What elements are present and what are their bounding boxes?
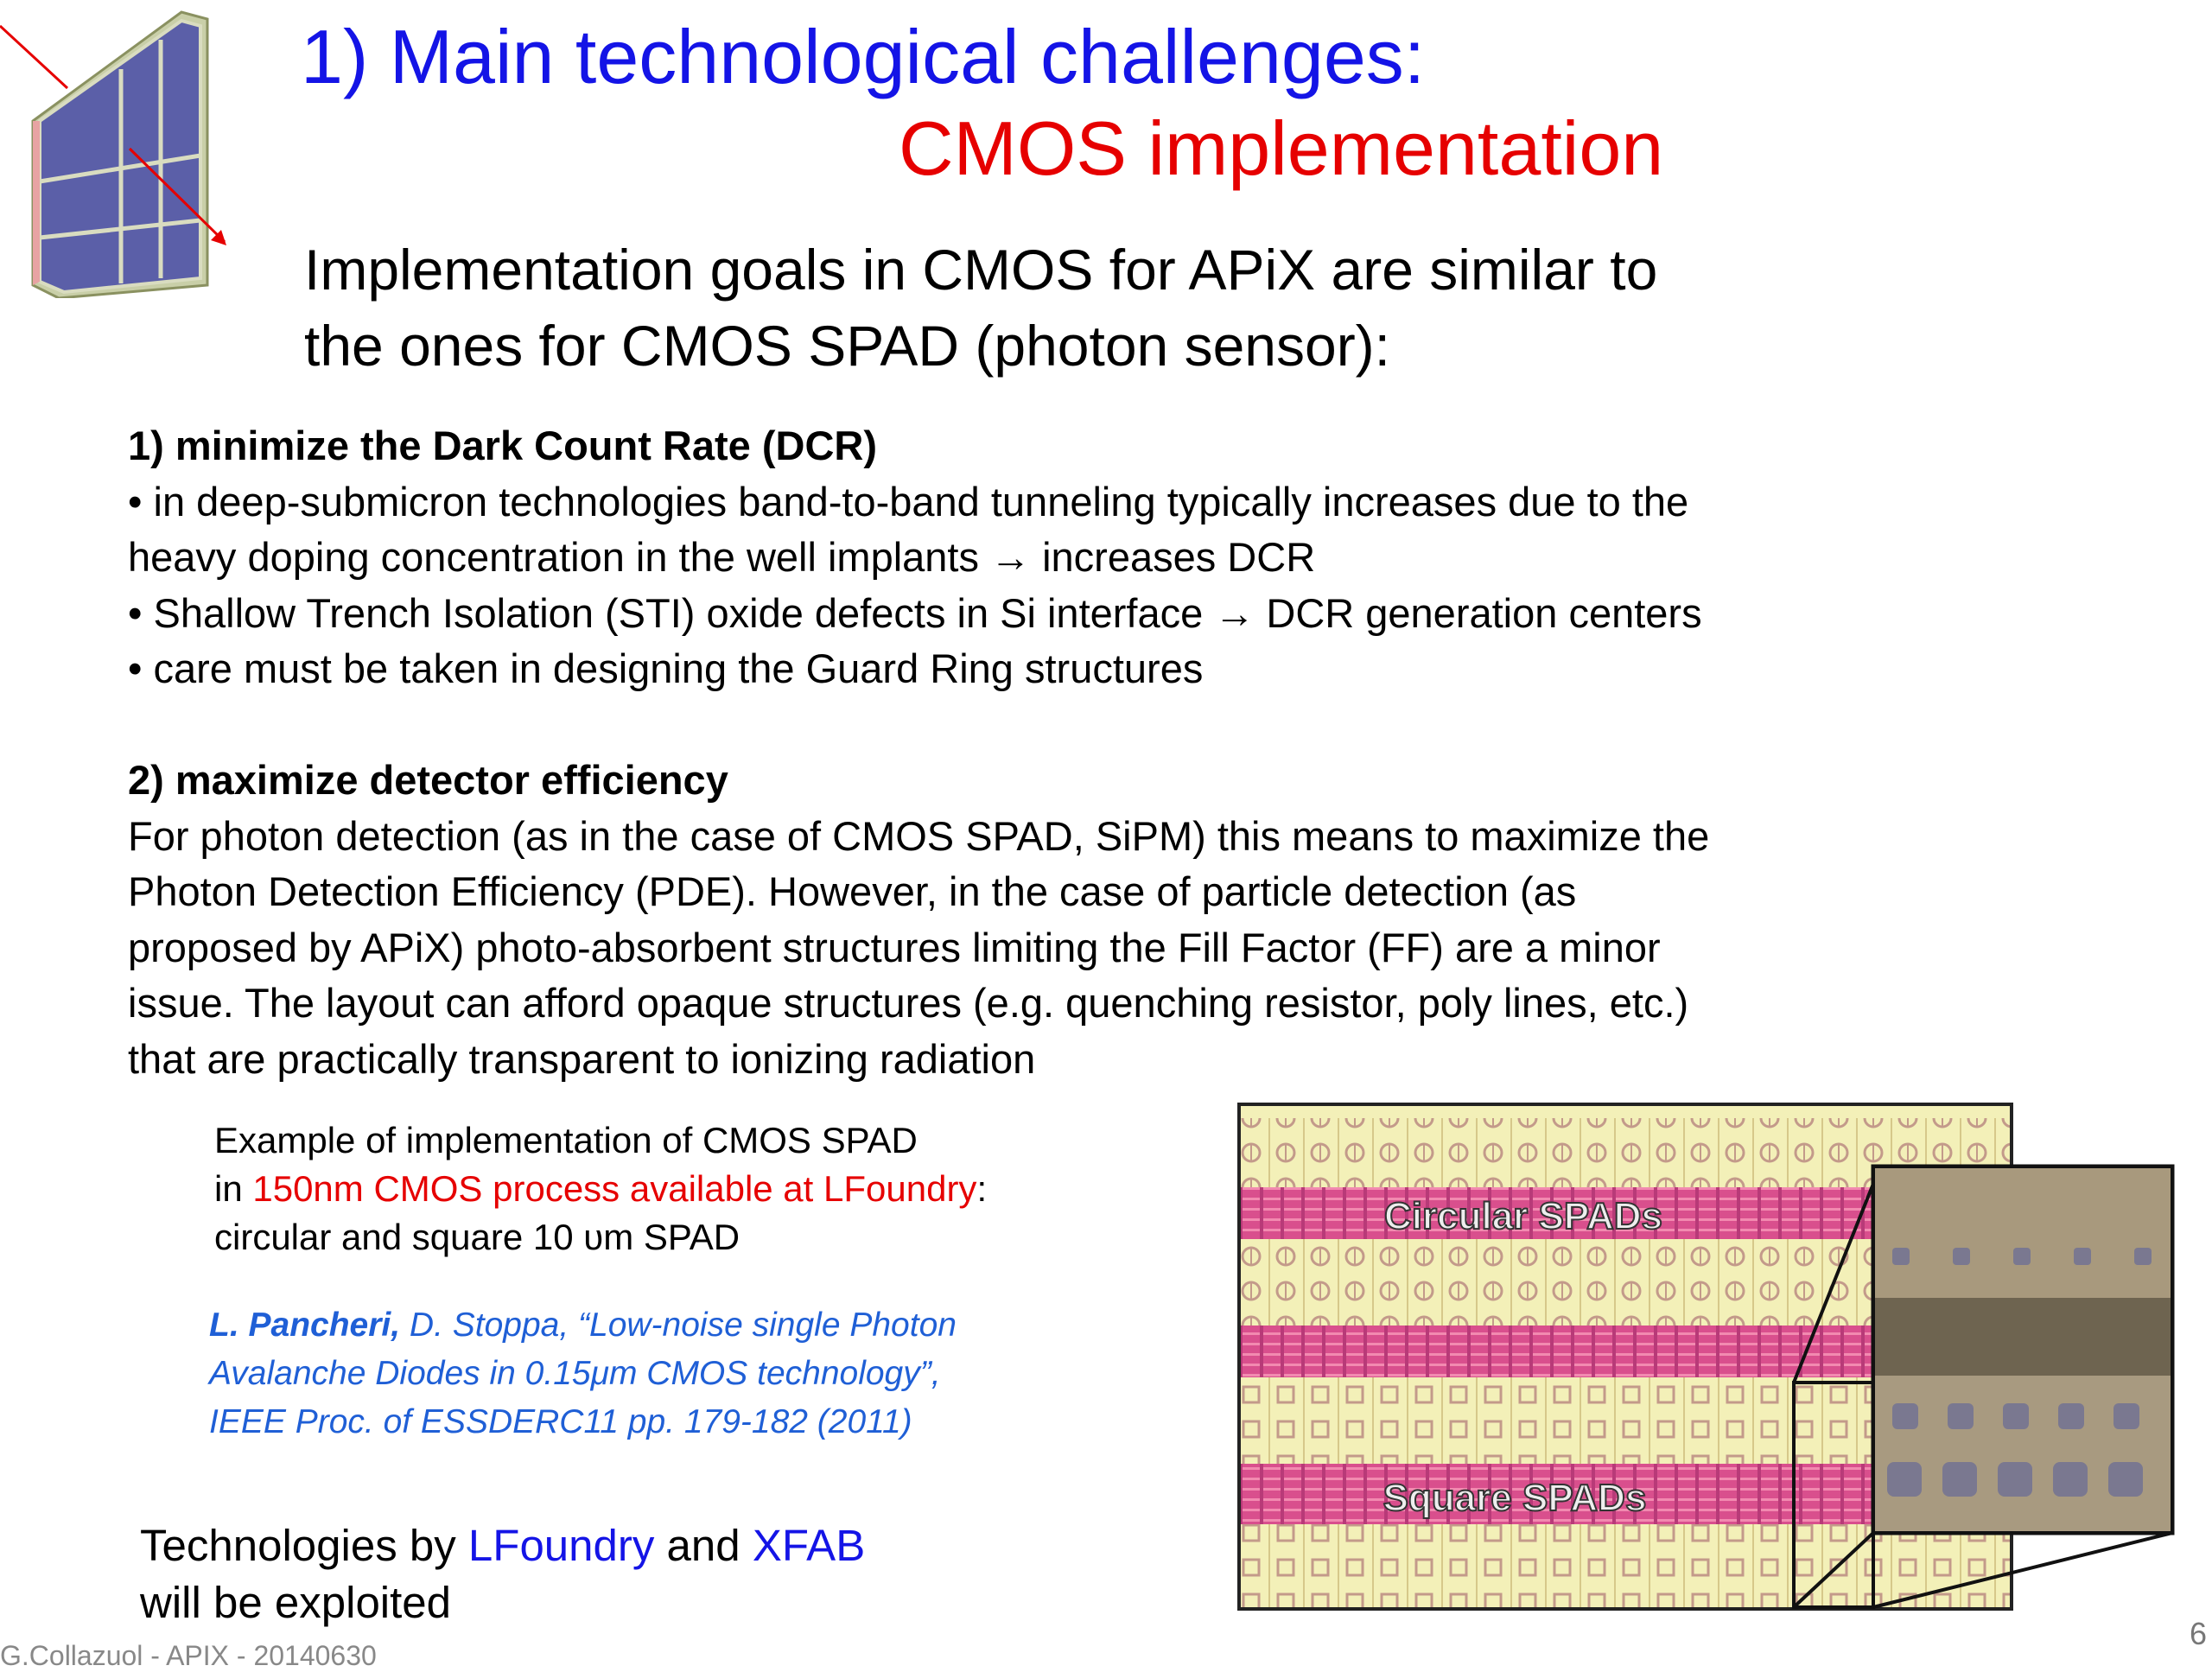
section-efficiency-line: issue. The layout can afford opaque stru…: [128, 980, 1689, 1026]
section-dcr-line: • in deep-submicron technologies band-to…: [128, 478, 1689, 524]
detector-stack-logo: [0, 10, 226, 298]
square-spads-label: Square SPADs: [1383, 1477, 1647, 1519]
intro-line-2: the ones for CMOS SPAD (photon sensor):: [304, 314, 1390, 378]
section-dcr-heading: 1) minimize the Dark Count Rate (DCR): [128, 423, 877, 468]
example-line-1: Example of implementation of CMOS SPAD: [214, 1120, 918, 1160]
footer-text: G.Collazuol - APIX - 20140630: [0, 1640, 377, 1671]
citation-reference: L. Pancheri, D. Stoppa, “Low-noise singl…: [209, 1301, 957, 1446]
section-efficiency-line: that are practically transparent to ioni…: [128, 1035, 1036, 1082]
circular-spads-label: Circular SPADs: [1384, 1195, 1662, 1237]
technologies-line-1: Technologies by LFoundry and XFAB: [140, 1517, 865, 1574]
example-prefix: in: [214, 1168, 253, 1209]
process-highlight: 150nm CMOS process available at LFoundry: [252, 1168, 977, 1209]
technologies-prefix: Technologies by: [140, 1521, 468, 1570]
vendor-lfoundry: LFoundry: [467, 1521, 655, 1570]
technologies-middle: and: [654, 1521, 753, 1570]
citation-line-3: IEEE Proc. of ESSDERC11 pp. 179-182 (201…: [209, 1403, 912, 1440]
example-suffix: :: [976, 1168, 988, 1209]
citation-line-2: Avalanche Diodes in 0.15μm CMOS technolo…: [209, 1355, 941, 1392]
vendor-xfab: XFAB: [752, 1521, 866, 1570]
section-efficiency-line: For photon detection (as in the case of …: [128, 812, 1710, 859]
citation-coauthor: D. Stoppa, “Low-noise single Photon: [400, 1306, 957, 1344]
example-caption: Example of implementation of CMOS SPAD i…: [214, 1116, 987, 1262]
section-dcr-line: heavy doping concentration in the well i…: [128, 534, 1316, 580]
citation-author: L. Pancheri,: [209, 1306, 401, 1344]
technologies-note: Technologies by LFoundry and XFAB will b…: [140, 1517, 865, 1631]
intro-line-1: Implementation goals in CMOS for APiX ar…: [304, 238, 1658, 302]
section-dcr-line: • care must be taken in designing the Gu…: [128, 645, 1204, 691]
section-dcr-line: • Shallow Trench Isolation (STI) oxide d…: [128, 589, 1702, 636]
slide-subtitle: CMOS implementation: [899, 105, 1664, 191]
section-dcr: 1) minimize the Dark Count Rate (DCR) • …: [128, 418, 1702, 697]
section-efficiency-line: proposed by APiX) photo-absorbent struct…: [128, 924, 1661, 970]
example-line-3: circular and square 10 υm SPAD: [214, 1217, 741, 1257]
technologies-line-2: will be exploited: [140, 1578, 452, 1627]
spad-layout-image: Circular SPADs Square SPADs: [1237, 1103, 2175, 1611]
citation-line-1: L. Pancheri, D. Stoppa, “Low-noise singl…: [209, 1301, 957, 1350]
example-line-2: in 150nm CMOS process available at LFoun…: [214, 1165, 987, 1213]
slide-title: 1) Main technological challenges:: [301, 14, 1426, 99]
section-efficiency-heading: 2) maximize detector efficiency: [128, 757, 728, 803]
section-efficiency: 2) maximize detector efficiency For phot…: [128, 753, 1709, 1087]
section-efficiency-line: Photon Detection Efficiency (PDE). Howev…: [128, 868, 1577, 914]
page-number: 6: [2189, 1616, 2207, 1651]
intro-paragraph: Implementation goals in CMOS for APiX ar…: [304, 232, 1657, 384]
